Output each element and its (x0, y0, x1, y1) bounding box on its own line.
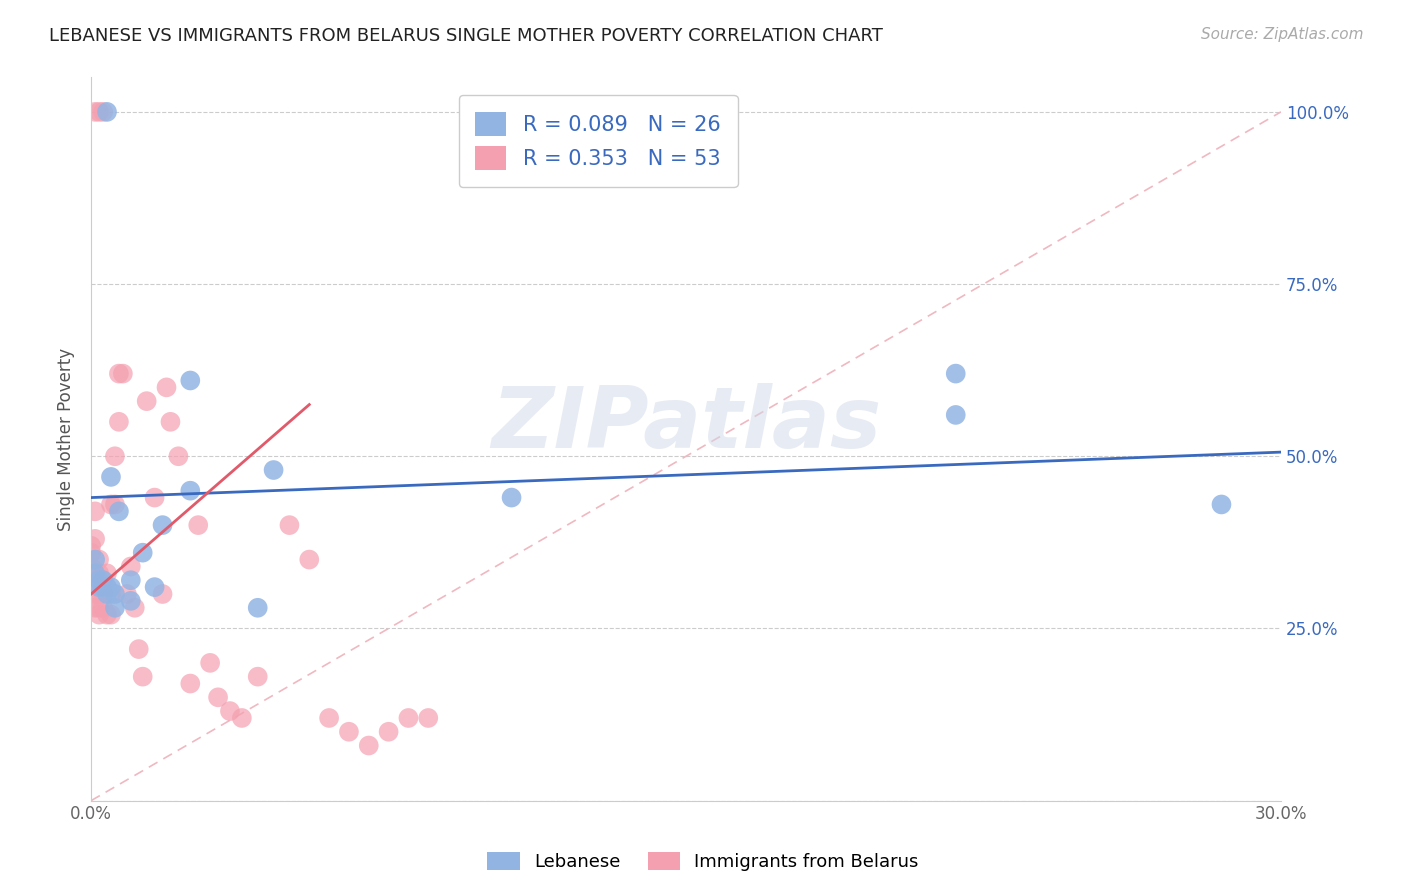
Point (91, 573, 114, 587)
Point (84, 566, 107, 581)
Point (231, 711, 253, 725)
Point (87, 552, 110, 566)
Point (155, 380, 177, 394)
Point (207, 690, 229, 705)
Point (104, 498, 127, 512)
Point (108, 504, 131, 518)
Point (100, 587, 122, 601)
Point (128, 642, 150, 657)
Point (246, 600, 269, 615)
Y-axis label: Single Mother Poverty: Single Mother Poverty (58, 348, 75, 531)
Point (120, 573, 142, 587)
Point (87, 573, 110, 587)
Point (80, 539, 103, 553)
Point (91, 600, 114, 615)
Legend: R = 0.089   N = 26, R = 0.353   N = 53: R = 0.089 N = 26, R = 0.353 N = 53 (458, 95, 738, 187)
Point (219, 704, 242, 718)
Point (152, 587, 174, 601)
Point (1211, 498, 1233, 512)
Point (179, 676, 201, 690)
Point (104, 600, 127, 615)
Point (84, 600, 107, 615)
Point (91, 580, 114, 594)
Point (159, 415, 181, 429)
Point (84, 504, 107, 518)
Point (87, 104, 110, 119)
Point (87, 587, 110, 601)
Point (396, 711, 419, 725)
Text: ZIPatlas: ZIPatlas (491, 383, 882, 466)
Point (135, 394, 157, 409)
Point (100, 607, 122, 622)
Point (100, 498, 122, 512)
Point (84, 104, 107, 119)
Point (91, 587, 114, 601)
Point (80, 559, 103, 574)
Point (167, 449, 190, 463)
Point (96, 580, 118, 594)
Point (124, 600, 146, 615)
Point (198, 656, 221, 670)
Point (263, 463, 285, 477)
Point (108, 367, 131, 381)
Point (84, 573, 107, 587)
Point (84, 532, 107, 546)
Point (187, 518, 209, 533)
Point (179, 374, 201, 388)
Point (80, 546, 103, 560)
Point (91, 573, 114, 587)
Point (120, 594, 142, 608)
Point (108, 415, 131, 429)
Point (143, 491, 166, 505)
Point (501, 491, 523, 505)
Point (115, 587, 138, 601)
Point (84, 552, 107, 566)
Point (87, 580, 110, 594)
Point (298, 552, 321, 566)
Point (377, 724, 399, 739)
Point (91, 104, 114, 119)
Point (318, 711, 340, 725)
Point (152, 518, 174, 533)
Legend: Lebanese, Immigrants from Belarus: Lebanese, Immigrants from Belarus (479, 845, 927, 879)
Point (111, 367, 134, 381)
Point (104, 587, 127, 601)
Point (945, 367, 967, 381)
Point (418, 711, 440, 725)
Point (96, 104, 118, 119)
Point (96, 566, 118, 581)
Point (80, 566, 103, 581)
Text: LEBANESE VS IMMIGRANTS FROM BELARUS SINGLE MOTHER POVERTY CORRELATION CHART: LEBANESE VS IMMIGRANTS FROM BELARUS SING… (49, 27, 883, 45)
Point (143, 580, 166, 594)
Point (87, 566, 110, 581)
Point (246, 670, 269, 684)
Point (132, 546, 155, 560)
Point (179, 483, 201, 498)
Point (120, 559, 142, 574)
Point (132, 670, 155, 684)
Point (100, 470, 122, 484)
Text: Source: ZipAtlas.com: Source: ZipAtlas.com (1201, 27, 1364, 42)
Point (104, 449, 127, 463)
Point (96, 607, 118, 622)
Point (84, 587, 107, 601)
Point (945, 408, 967, 422)
Point (357, 739, 380, 753)
Point (100, 580, 122, 594)
Point (87, 600, 110, 615)
Point (278, 518, 301, 533)
Point (87, 607, 110, 622)
Point (337, 724, 360, 739)
Point (96, 587, 118, 601)
